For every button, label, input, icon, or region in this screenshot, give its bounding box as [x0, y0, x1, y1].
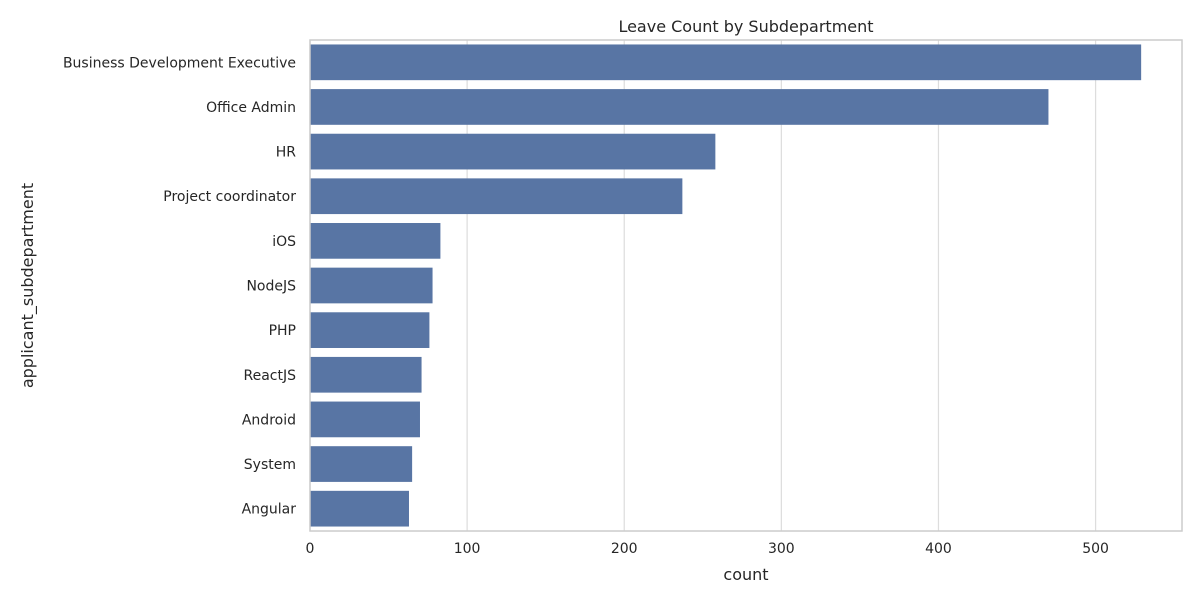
x-tick-label: 0	[306, 541, 315, 557]
y-tick-labels: Business Development Executive Office Adm…	[63, 55, 296, 517]
y-tick-label: Android	[242, 412, 296, 428]
y-tick-label: Angular	[242, 502, 297, 518]
x-tick-label: 500	[1082, 541, 1109, 557]
bar	[310, 223, 441, 259]
bar	[310, 267, 433, 304]
x-axis-label: count	[723, 565, 768, 584]
y-tick-label: iOS	[272, 234, 296, 250]
bar	[310, 312, 430, 348]
bar	[310, 401, 420, 438]
bar	[310, 446, 413, 482]
y-tick-label: ReactJS	[244, 368, 297, 384]
chart-title: Leave Count by Subdepartment	[618, 17, 873, 36]
y-tick-label: NodeJS	[246, 279, 296, 295]
bar	[310, 44, 1142, 81]
y-tick-label: System	[244, 457, 296, 473]
bar	[310, 178, 683, 215]
x-tick-label: 400	[925, 541, 952, 557]
x-tick-labels: 0 100 200 300 400 500	[306, 541, 1109, 557]
plot-frame	[309, 39, 1183, 532]
y-axis-label: applicant_subdepartment	[18, 183, 38, 388]
bar	[310, 133, 716, 170]
bar-layer	[310, 44, 1142, 527]
y-tick-label: Office Admin	[206, 100, 296, 116]
x-tick-label: 300	[768, 541, 795, 557]
bar	[310, 356, 422, 393]
y-tick-label: Project coordinator	[163, 189, 296, 205]
x-tick-label: 200	[611, 541, 638, 557]
bar	[310, 490, 409, 527]
bar	[310, 89, 1049, 125]
y-tick-label: PHP	[269, 323, 296, 339]
y-tick-label: Business Development Executive	[63, 55, 296, 71]
x-tick-label: 100	[454, 541, 481, 557]
y-tick-label: HR	[276, 145, 297, 161]
